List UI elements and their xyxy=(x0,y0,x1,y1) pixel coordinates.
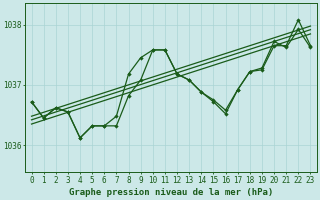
X-axis label: Graphe pression niveau de la mer (hPa): Graphe pression niveau de la mer (hPa) xyxy=(69,188,273,197)
